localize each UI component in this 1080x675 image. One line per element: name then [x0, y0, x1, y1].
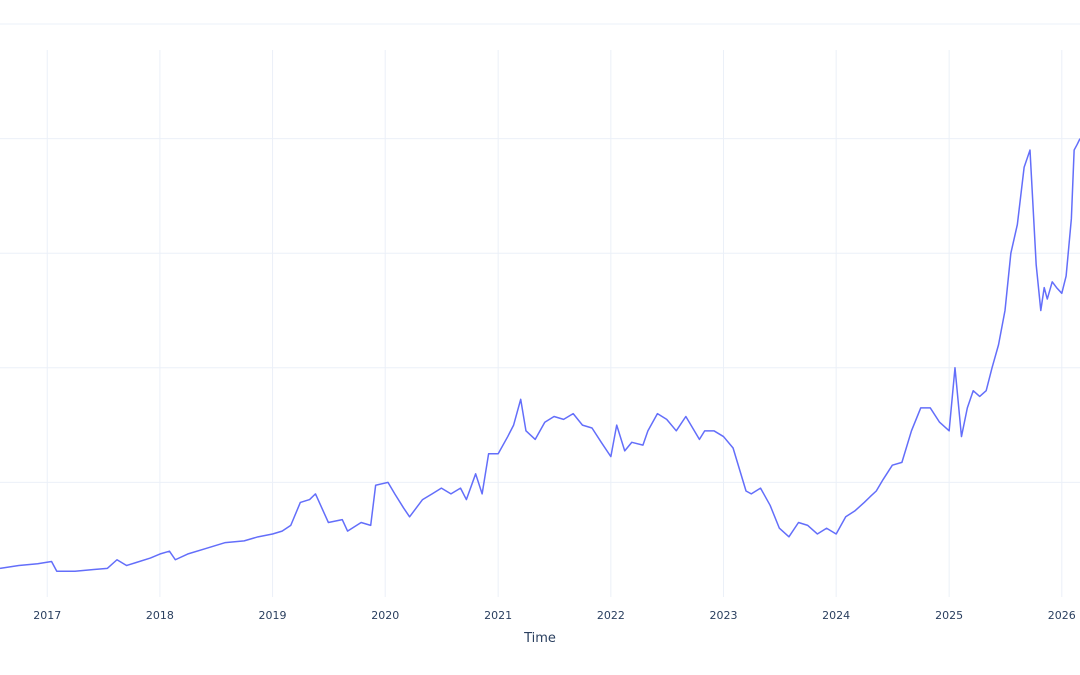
x-tick-label: 2024	[822, 609, 850, 622]
x-axis-title: Time	[523, 631, 556, 646]
x-tick-label: 2023	[709, 609, 737, 622]
x-tick-label: 2022	[597, 609, 625, 622]
x-tick-label: 2018	[146, 609, 174, 622]
x-tick-label: 2025	[935, 609, 963, 622]
x-tick-label: 2021	[484, 609, 512, 622]
x-tick-label: 2019	[259, 609, 287, 622]
x-tick-label: 2026	[1048, 609, 1076, 622]
series-line	[0, 138, 1080, 572]
x-tick-label: 2017	[33, 609, 61, 622]
x-tick-label: 2020	[371, 609, 399, 622]
gridlines	[0, 23, 1080, 597]
x-axis-tick-labels: 2017 2018 2019 2020 2021 2022 2023 2024 2025 2026	[33, 609, 1076, 622]
